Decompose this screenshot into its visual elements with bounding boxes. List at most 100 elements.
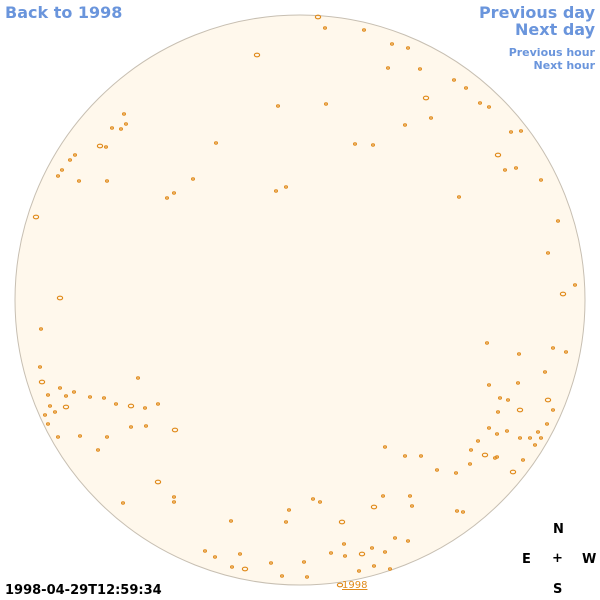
contour-feature: [572, 283, 577, 287]
contour-feature: [76, 179, 81, 183]
contour-feature: [154, 479, 162, 485]
contour-feature: [370, 504, 378, 510]
contour-feature: [276, 104, 281, 108]
contour-feature: [113, 402, 118, 406]
contour-feature: [559, 291, 567, 297]
contour-feature: [410, 504, 415, 508]
contour-feature: [476, 439, 481, 443]
contour-feature: [362, 28, 367, 32]
contour-feature: [544, 397, 552, 403]
contour-feature: [253, 52, 261, 58]
observation-timestamp: 1998-04-29T12:59:34: [5, 583, 162, 598]
contour-feature: [109, 126, 114, 130]
contour-feature: [62, 404, 70, 410]
contour-feature: [67, 158, 72, 162]
contour-feature: [452, 78, 457, 82]
contour-feature: [55, 174, 60, 178]
contour-feature: [386, 66, 391, 70]
contour-feature: [550, 408, 555, 412]
compass-east-label: E: [522, 552, 531, 567]
contour-feature: [172, 191, 177, 195]
contour-feature: [485, 341, 490, 345]
contour-feature: [129, 425, 134, 429]
contour-feature: [357, 569, 362, 573]
compass-center-icon: +: [552, 551, 563, 566]
contour-feature: [478, 101, 483, 105]
contour-feature: [171, 427, 179, 433]
contour-feature: [381, 494, 386, 498]
contour-feature: [516, 352, 521, 356]
contour-feature: [56, 295, 64, 301]
contour-feature: [535, 430, 540, 434]
contour-feature: [172, 495, 177, 499]
contour-feature: [390, 42, 395, 46]
contour-feature: [305, 575, 310, 579]
contour-feature: [121, 112, 126, 116]
next-hour-link[interactable]: Next hour: [533, 59, 596, 72]
contour-feature: [455, 509, 460, 513]
contour-feature: [136, 376, 141, 380]
contour-feature: [55, 435, 60, 439]
contour-feature: [516, 407, 524, 413]
contour-feature: [103, 145, 108, 149]
previous-day-link[interactable]: Previous day: [478, 3, 595, 22]
contour-feature: [393, 536, 398, 540]
contour-feature: [498, 396, 503, 400]
contour-feature: [505, 429, 510, 433]
contour-feature: [563, 350, 568, 354]
contour-feature: [72, 153, 77, 157]
contour-feature: [532, 443, 537, 447]
contour-feature: [45, 422, 50, 426]
contour-feature: [318, 500, 323, 504]
contour-feature: [324, 102, 329, 106]
contour-feature: [370, 546, 375, 550]
contour-feature: [47, 404, 52, 408]
contour-feature: [542, 370, 547, 374]
contour-feature: [118, 127, 123, 131]
contour-feature: [419, 454, 424, 458]
contour-feature: [353, 142, 358, 146]
contour-feature: [311, 497, 316, 501]
contour-feature: [371, 143, 376, 147]
previous-hour-link[interactable]: Previous hour: [508, 46, 595, 59]
contour-feature: [406, 46, 411, 50]
contour-feature: [45, 393, 50, 397]
contour-feature: [96, 143, 104, 149]
contour-feature: [274, 189, 279, 193]
contour-feature: [42, 413, 47, 417]
contour-feature: [520, 458, 525, 462]
magnetic-contour-features: [32, 14, 577, 588]
contour-feature: [87, 395, 92, 399]
contour-feature: [469, 448, 474, 452]
contour-feature: [314, 14, 322, 20]
contour-feature: [238, 552, 243, 556]
contour-feature: [358, 551, 366, 557]
contour-feature: [95, 448, 100, 452]
contour-feature: [165, 196, 170, 200]
contour-feature: [406, 539, 411, 543]
contour-feature: [550, 346, 555, 350]
contour-feature: [57, 386, 62, 390]
contour-feature: [495, 432, 500, 436]
contour-feature: [487, 105, 492, 109]
contour-feature: [302, 560, 307, 564]
contour-feature: [287, 508, 292, 512]
contour-feature: [454, 471, 459, 475]
contour-feature: [527, 436, 532, 440]
contour-feature: [336, 582, 344, 588]
next-day-link[interactable]: Next day: [515, 20, 595, 39]
contour-feature: [63, 394, 68, 398]
contour-feature: [123, 122, 128, 126]
back-to-year-link[interactable]: Back to 1998: [5, 3, 123, 22]
contour-feature: [284, 520, 289, 524]
contour-feature: [388, 567, 393, 571]
contour-feature: [515, 381, 520, 385]
contour-feature: [383, 550, 388, 554]
contour-feature: [481, 452, 489, 458]
year-link[interactable]: 1998: [342, 580, 368, 591]
contour-feature: [509, 469, 517, 475]
contour-feature: [241, 566, 249, 572]
contour-feature: [38, 379, 46, 385]
contour-feature: [191, 177, 196, 181]
contour-feature: [487, 426, 492, 430]
